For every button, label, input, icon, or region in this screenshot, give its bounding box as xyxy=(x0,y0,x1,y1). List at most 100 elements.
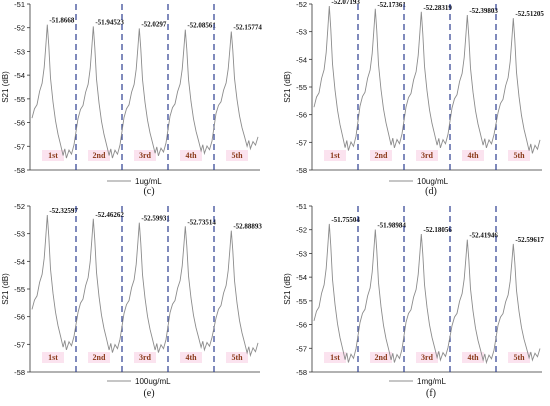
y-axis-label: S21 (dB) xyxy=(283,273,292,305)
run-label-background xyxy=(180,352,202,363)
series-line xyxy=(31,24,259,159)
run-label-background xyxy=(508,150,530,161)
run-label: 3rd xyxy=(421,151,434,160)
chart-panel-e: -58 -57 -56 -55 -54 -53 -52 S21 (dB) -52.32597 1s… xyxy=(1,202,262,399)
y-tick-label: -57 xyxy=(296,344,307,353)
y-tick-label: -51 xyxy=(296,202,307,211)
peak-value-label: -52.51205 xyxy=(515,10,544,18)
run-label-background xyxy=(462,150,484,161)
y-tick-label: -54 xyxy=(14,71,25,80)
run-label-background xyxy=(88,352,110,363)
run-label: 4th xyxy=(467,151,479,160)
series-line xyxy=(313,223,541,365)
y-tick-label: -57 xyxy=(296,138,307,147)
run-label: 1st xyxy=(330,151,340,160)
y-tick-label: -52 xyxy=(296,226,307,235)
y-tick-label: -52 xyxy=(14,202,25,211)
peak-value-label: -52.0297 xyxy=(141,20,167,28)
run-label: 3rd xyxy=(139,151,152,160)
legend-label: 100ug/mL xyxy=(135,377,171,386)
y-tick-label: -55 xyxy=(14,285,25,294)
run-label-background xyxy=(462,352,484,363)
y-axis-label: S21 (dB) xyxy=(1,71,10,103)
y-tick-label: -55 xyxy=(296,83,307,92)
peak-value-label: -52.39803 xyxy=(469,7,498,15)
run-label-background xyxy=(508,352,530,363)
run-label-background xyxy=(88,150,110,161)
peak-value-label: -52.46262 xyxy=(95,211,124,219)
peak-value-label: -51.8668 xyxy=(49,17,75,25)
run-label-background xyxy=(324,150,346,161)
y-tick-label: -56 xyxy=(296,111,307,120)
y-tick-label: -54 xyxy=(14,257,25,266)
run-label: 5th xyxy=(231,151,243,160)
y-tick-label: -56 xyxy=(14,119,25,128)
peak-value-label: -52.73514 xyxy=(187,218,216,226)
legend-label: 1mg/mL xyxy=(417,377,446,386)
run-label-background xyxy=(180,150,202,161)
y-tick-label: -53 xyxy=(296,28,307,37)
run-label-background xyxy=(134,150,156,161)
run-label-background xyxy=(226,352,248,363)
y-tick-label: -58 xyxy=(14,368,25,377)
panel-label: (c) xyxy=(143,186,154,197)
y-tick-label: -53 xyxy=(14,230,25,239)
y-axis-label: S21 (dB) xyxy=(283,71,292,103)
run-label-background xyxy=(42,150,64,161)
run-label-background xyxy=(134,352,156,363)
series-line xyxy=(31,214,259,358)
run-label-background xyxy=(370,150,392,161)
y-tick-label: -55 xyxy=(14,95,25,104)
run-label: 3rd xyxy=(139,353,152,362)
y-tick-label: -57 xyxy=(14,142,25,151)
run-label: 5th xyxy=(231,353,243,362)
y-tick-label: -52 xyxy=(296,0,307,9)
run-label: 2nd xyxy=(93,353,106,362)
y-tick-label: -54 xyxy=(296,55,307,64)
peak-value-label: -52.59617 xyxy=(515,236,544,244)
run-label: 2nd xyxy=(375,151,388,160)
peak-value-label: -52.41946 xyxy=(469,232,498,240)
run-label-background xyxy=(42,352,64,363)
chart-panel-d: -58 -57 -56 -55 -54 -53 -52 S21 (dB) -52.07193 1s… xyxy=(283,0,544,197)
peak-value-label: -52.59931 xyxy=(141,215,170,223)
peak-value-label: -52.17361 xyxy=(377,1,406,9)
y-tick-label: -52 xyxy=(14,24,25,33)
run-label: 1st xyxy=(48,353,58,362)
legend-label: 1ug/mL xyxy=(135,177,162,186)
run-label: 2nd xyxy=(375,353,388,362)
peak-value-label: -52.08561 xyxy=(187,22,216,30)
y-tick-label: -58 xyxy=(296,368,307,377)
peak-value-label: -52.88893 xyxy=(233,223,262,231)
run-label: 5th xyxy=(513,151,525,160)
peak-value-label: -51.94523 xyxy=(95,18,124,26)
peak-value-label: -51.75504 xyxy=(331,216,360,224)
y-tick-label: -51 xyxy=(14,0,25,9)
chart-panel-f: -58 -57 -56 -55 -54 -53 -52 -51 S21 (dB) -51.7550… xyxy=(283,202,544,399)
run-label-background xyxy=(416,150,438,161)
run-label: 2nd xyxy=(93,151,106,160)
run-label-background xyxy=(416,352,438,363)
run-label-background xyxy=(370,352,392,363)
run-label: 4th xyxy=(185,151,197,160)
y-tick-label: -53 xyxy=(14,47,25,56)
run-label: 1st xyxy=(48,151,58,160)
peak-value-label: -52.28319 xyxy=(423,4,452,12)
run-label-background xyxy=(226,150,248,161)
y-tick-label: -58 xyxy=(14,166,25,175)
run-label: 4th xyxy=(185,353,197,362)
peak-value-label: -51.98984 xyxy=(377,221,406,229)
panel-label: (d) xyxy=(425,186,437,197)
y-axis-label: S21 (dB) xyxy=(1,273,10,305)
legend-label: 10ug/mL xyxy=(417,177,449,186)
y-tick-label: -53 xyxy=(296,249,307,258)
y-tick-label: -54 xyxy=(296,273,307,282)
peak-value-label: -52.15774 xyxy=(233,23,262,31)
peak-value-label: -52.07193 xyxy=(331,0,360,6)
y-tick-label: -55 xyxy=(296,297,307,306)
y-tick-label: -56 xyxy=(296,321,307,330)
y-tick-label: -57 xyxy=(14,340,25,349)
run-label-background xyxy=(324,352,346,363)
run-label: 5th xyxy=(513,353,525,362)
